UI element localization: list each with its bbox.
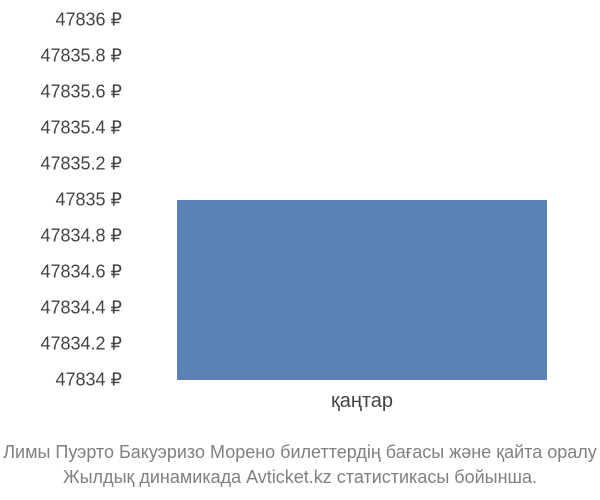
chart-caption: Лимы Пуэрто Бакуэризо Морено билеттердің… [0,440,600,490]
y-tick: 47835.6 ₽ [40,82,122,103]
y-axis: 47836 ₽ 47835.8 ₽ 47835.6 ₽ 47835.4 ₽ 47… [0,20,130,380]
y-tick: 47835.8 ₽ [40,46,122,67]
plot-area: қаңтар [135,20,590,380]
y-tick: 47834 ₽ [55,370,122,391]
price-chart: 47836 ₽ 47835.8 ₽ 47835.6 ₽ 47835.4 ₽ 47… [0,20,600,400]
caption-line-2: Жылдық динамикада Avticket.kz статистика… [0,465,600,490]
caption-line-1: Лимы Пуэрто Бакуэризо Морено билеттердің… [0,440,600,465]
y-tick: 47836 ₽ [55,10,122,31]
y-tick: 47835 ₽ [55,190,122,211]
y-tick: 47834.4 ₽ [40,298,122,319]
y-tick: 47834.6 ₽ [40,262,122,283]
y-tick: 47834.8 ₽ [40,226,122,247]
x-tick-label: қаңтар [331,390,393,413]
bar-jan [177,200,547,380]
y-tick: 47834.2 ₽ [40,334,122,355]
y-tick: 47835.2 ₽ [40,154,122,175]
y-tick: 47835.4 ₽ [40,118,122,139]
